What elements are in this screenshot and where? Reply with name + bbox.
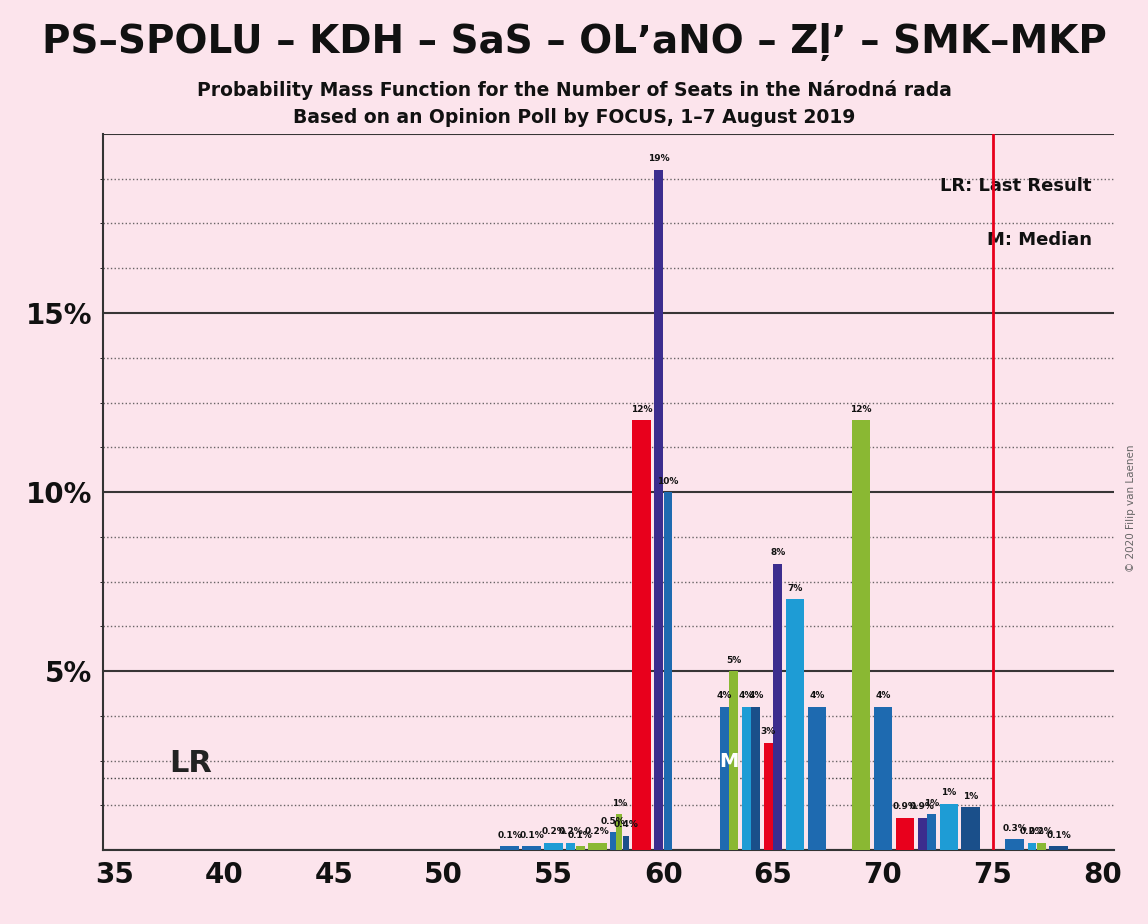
Bar: [752, 707, 760, 850]
Text: 0.9%: 0.9%: [909, 802, 934, 811]
Text: 10%: 10%: [658, 477, 678, 486]
Text: 4%: 4%: [748, 691, 763, 700]
Bar: [808, 707, 827, 850]
Text: © 2020 Filip van Laenen: © 2020 Filip van Laenen: [1126, 444, 1135, 572]
Bar: [616, 814, 622, 850]
Text: 0.1%: 0.1%: [497, 831, 522, 840]
Text: 0.9%: 0.9%: [892, 802, 917, 811]
Text: 0.2%: 0.2%: [558, 828, 583, 836]
Bar: [729, 671, 738, 850]
Bar: [742, 707, 751, 850]
Text: Based on an Opinion Poll by FOCUS, 1–7 August 2019: Based on an Opinion Poll by FOCUS, 1–7 A…: [293, 108, 855, 128]
Bar: [874, 707, 892, 850]
Bar: [501, 846, 519, 850]
Text: 8%: 8%: [770, 548, 785, 557]
Bar: [622, 836, 629, 850]
Bar: [522, 846, 541, 850]
Text: 0.1%: 0.1%: [1046, 831, 1071, 840]
Bar: [720, 707, 729, 850]
Text: 1%: 1%: [924, 799, 939, 808]
Bar: [1006, 839, 1024, 850]
Bar: [576, 846, 584, 850]
Text: 12%: 12%: [630, 405, 652, 414]
Text: 0.1%: 0.1%: [568, 831, 592, 840]
Text: 1%: 1%: [963, 792, 978, 801]
Text: 0.5%: 0.5%: [600, 817, 626, 826]
Text: 0.2%: 0.2%: [541, 828, 566, 836]
Bar: [917, 818, 926, 850]
Text: 0.3%: 0.3%: [1002, 824, 1027, 833]
Text: Probability Mass Function for the Number of Seats in the Národná rada: Probability Mass Function for the Number…: [196, 80, 952, 101]
Text: 7%: 7%: [788, 584, 802, 593]
Bar: [611, 833, 616, 850]
Text: 4%: 4%: [716, 691, 732, 700]
Bar: [852, 420, 870, 850]
Bar: [939, 804, 959, 850]
Bar: [664, 492, 673, 850]
Text: 12%: 12%: [851, 405, 871, 414]
Bar: [588, 843, 607, 850]
Text: M: M: [720, 752, 739, 772]
Text: 1%: 1%: [941, 788, 956, 797]
Bar: [765, 743, 773, 850]
Bar: [633, 420, 651, 850]
Text: 0.4%: 0.4%: [613, 821, 638, 830]
Bar: [785, 600, 805, 850]
Text: 3%: 3%: [761, 727, 776, 736]
Bar: [544, 843, 563, 850]
Text: 19%: 19%: [647, 154, 669, 164]
Text: 0.2%: 0.2%: [1019, 828, 1045, 836]
Text: LR: LR: [169, 749, 212, 778]
Text: 5%: 5%: [727, 656, 742, 664]
Text: LR: Last Result: LR: Last Result: [940, 177, 1092, 195]
Bar: [566, 843, 575, 850]
Text: 0.1%: 0.1%: [519, 831, 544, 840]
Text: 1%: 1%: [612, 799, 627, 808]
Bar: [1037, 843, 1046, 850]
Bar: [654, 170, 664, 850]
Bar: [774, 564, 782, 850]
Bar: [928, 814, 936, 850]
Bar: [895, 818, 914, 850]
Text: 4%: 4%: [739, 691, 754, 700]
Text: 0.2%: 0.2%: [585, 828, 610, 836]
Text: PS–SPOLU – KDH – SaS – OLʼaNO – Zļʼ – SMK–MKP: PS–SPOLU – KDH – SaS – OLʼaNO – Zļʼ – SM…: [41, 23, 1107, 61]
Text: M: Median: M: Median: [986, 231, 1092, 249]
Text: 0.2%: 0.2%: [1029, 828, 1054, 836]
Bar: [1027, 843, 1037, 850]
Text: 4%: 4%: [809, 691, 824, 700]
Bar: [1049, 846, 1068, 850]
Bar: [962, 808, 980, 850]
Text: 4%: 4%: [875, 691, 891, 700]
